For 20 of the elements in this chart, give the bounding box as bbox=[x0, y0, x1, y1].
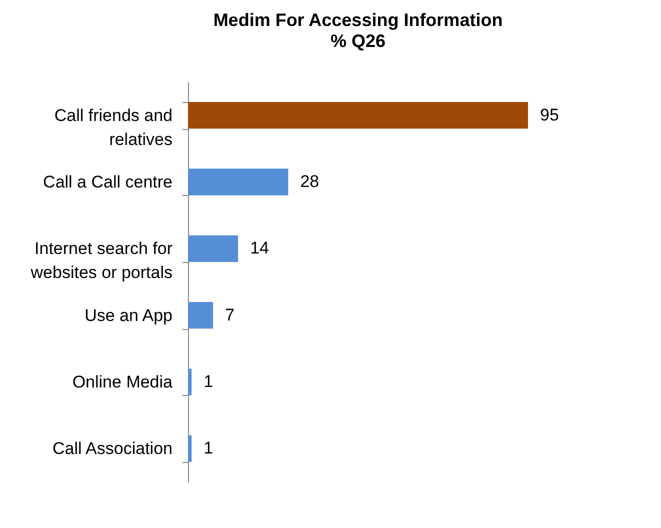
data-label: 14 bbox=[250, 238, 270, 258]
bar bbox=[188, 235, 238, 262]
y-tick-label: Internet search for websites or portals bbox=[30, 239, 173, 282]
data-label: 1 bbox=[204, 438, 214, 458]
bar bbox=[188, 102, 528, 129]
data-label: 28 bbox=[300, 172, 320, 191]
y-tick-label: Call Association bbox=[52, 439, 172, 458]
data-label: 1 bbox=[204, 372, 214, 391]
y-tick-label: Use an App bbox=[84, 306, 172, 325]
y-tick-label: Online Media bbox=[72, 372, 174, 392]
chart-subtitle: % Q26 bbox=[330, 31, 386, 51]
bar bbox=[188, 168, 288, 196]
data-label: 7 bbox=[225, 305, 235, 324]
y-tick-label: Call friends and relatives bbox=[54, 106, 172, 149]
chart-title: Medim For Accessing Information bbox=[213, 10, 503, 30]
data-label: 95 bbox=[540, 105, 559, 124]
bar bbox=[188, 435, 192, 462]
y-tick-label: Call a Call centre bbox=[43, 172, 172, 192]
bar bbox=[188, 368, 192, 396]
bar bbox=[188, 302, 214, 329]
